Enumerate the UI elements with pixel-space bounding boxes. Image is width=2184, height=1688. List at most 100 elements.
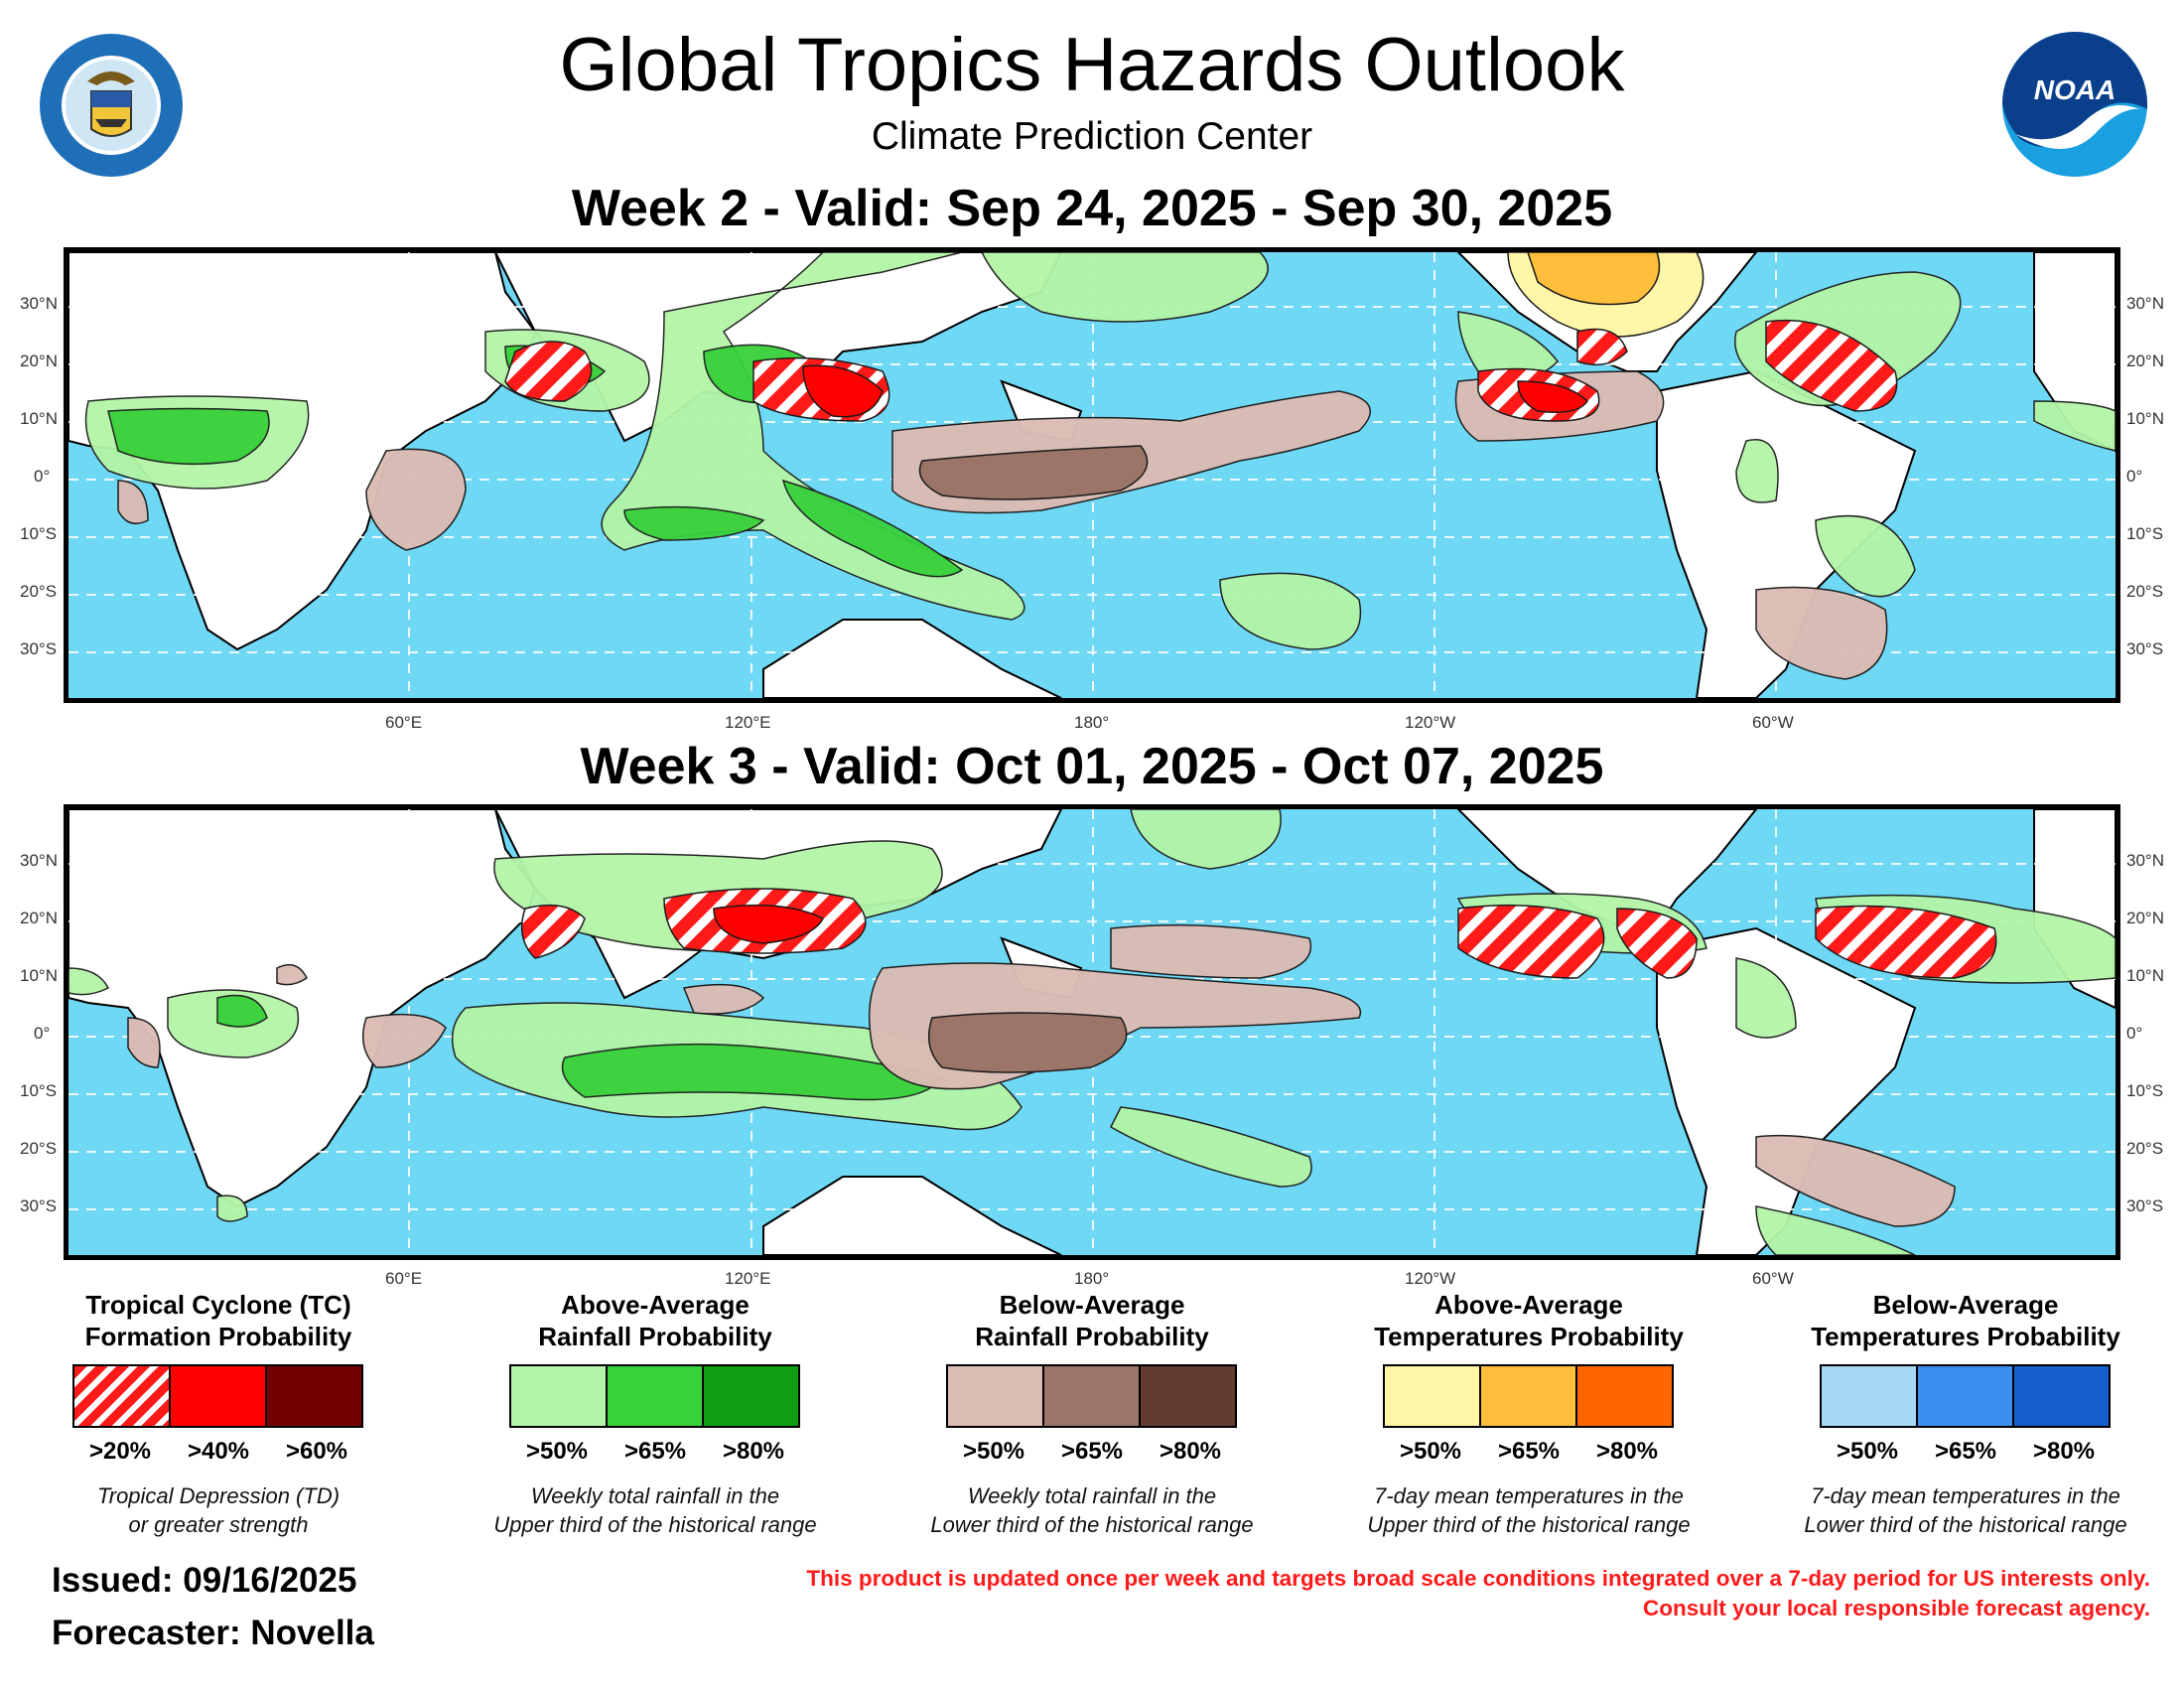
legend-note-line1: Tropical Depression (TD)	[96, 1483, 341, 1508]
legend-label: >20%	[88, 1438, 152, 1465]
legend-swatch	[701, 1364, 800, 1428]
legend-label: >80%	[2032, 1438, 2096, 1465]
legend-swatch	[168, 1364, 267, 1428]
legend-label: >80%	[1159, 1438, 1222, 1465]
legend-label: >50%	[525, 1438, 589, 1465]
disclaimer-line1: This product is updated once per week an…	[806, 1566, 2150, 1591]
legend-label: >65%	[623, 1438, 687, 1465]
w2-lat-label: 30°N	[2126, 294, 2164, 313]
legend-title-line2: Rainfall Probability	[975, 1322, 1209, 1351]
legend-label: >65%	[1497, 1438, 1561, 1465]
legend-swatch	[1574, 1364, 1674, 1428]
w3-lat-label: 10°S	[20, 1081, 58, 1100]
w3-lat-label: 0°	[34, 1024, 51, 1043]
legend-title-line2: Formation Probability	[84, 1322, 352, 1351]
legend-title-line2: Temperatures Probability	[1811, 1322, 2120, 1351]
legend-label: >50%	[1399, 1438, 1462, 1465]
legend-note-line1: Weekly total rainfall in the	[967, 1483, 1217, 1508]
legend-note-line2: Lower third of the historical range	[1804, 1512, 2127, 1537]
disclaimer: This product is updated once per week an…	[562, 1564, 2150, 1623]
week3-title: Week 3 - Valid: Oct 01, 2025 - Oct 07, 2…	[580, 738, 1604, 795]
w2-lat-label: 0°	[34, 467, 51, 486]
w2-lat-label: 20°N	[20, 352, 58, 370]
page-title: Global Tropics Hazards Outlook	[559, 23, 1625, 107]
legend-swatch	[945, 1364, 1044, 1428]
legend-swatch	[1915, 1364, 2014, 1428]
w2-lat-label: 20°S	[2126, 582, 2164, 601]
legend-title-line2: Rainfall Probability	[538, 1322, 772, 1351]
w3-lon-label: 120°W	[1405, 1269, 1456, 1288]
legend-title-line1: Above-Average	[561, 1290, 750, 1320]
w2-lat-label: 10°S	[2126, 524, 2164, 543]
w2-lat-label: 10°N	[20, 409, 58, 428]
legend-label: >50%	[1836, 1438, 1899, 1465]
legend-swatch-hatched	[71, 1364, 171, 1428]
w2-lat-label: 0°	[2126, 467, 2143, 486]
w3-lat-label: 20°N	[2126, 909, 2164, 927]
legend-swatch	[508, 1364, 608, 1428]
w2-lat-label: 30°N	[20, 294, 58, 313]
issued-date: Issued: 09/16/2025	[52, 1561, 357, 1600]
w3-lon-label: 120°E	[725, 1269, 771, 1288]
legend-swatch	[1819, 1364, 1918, 1428]
forecaster-name: Forecaster: Novella	[52, 1614, 374, 1652]
legend-label: >40%	[187, 1438, 250, 1465]
legend-label: >80%	[722, 1438, 785, 1465]
w2-lat-label: 20°N	[2126, 352, 2164, 370]
legend-swatch	[1138, 1364, 1237, 1428]
week2-title: Week 2 - Valid: Sep 24, 2025 - Sep 30, 2…	[571, 180, 1613, 237]
legend-label: >60%	[285, 1438, 348, 1465]
department-of-commerce-seal-icon	[38, 32, 185, 179]
legend-swatch	[1382, 1364, 1481, 1428]
legend-title-line1: Tropical Cyclone (TC)	[85, 1290, 351, 1320]
page-subtitle: Climate Prediction Center	[871, 115, 1313, 158]
week3-map	[64, 804, 2120, 1260]
w3-lat-label: 30°S	[2126, 1196, 2164, 1215]
legend-below-rainfall: Below-Average Rainfall Probability >50% …	[893, 1289, 1291, 1539]
legend-above-temperature: Above-Average Temperatures Probability >…	[1330, 1289, 1727, 1539]
w3-lat-label: 20°N	[20, 909, 58, 927]
legend-swatch	[605, 1364, 704, 1428]
week2-map	[64, 247, 2120, 703]
w2-lat-label: 30°S	[20, 639, 58, 658]
w3-lat-label: 10°S	[2126, 1081, 2164, 1100]
legend-label: >50%	[962, 1438, 1025, 1465]
legend-swatch	[1041, 1364, 1141, 1428]
disclaimer-line2: Consult your local responsible forecast …	[1643, 1596, 2150, 1620]
w3-lat-label: 30°S	[20, 1196, 58, 1215]
w3-lat-label: 20°S	[20, 1139, 58, 1158]
w2-lon-label: 180°	[1074, 713, 1110, 732]
legend-note-line2: Upper third of the historical range	[493, 1512, 817, 1537]
legend-title-line1: Below-Average	[1872, 1290, 2059, 1320]
w3-lat-label: 20°S	[2126, 1139, 2164, 1158]
legend-label: >65%	[1934, 1438, 1997, 1465]
legend-swatch	[264, 1364, 363, 1428]
legend-tc-formation: Tropical Cyclone (TC) Formation Probabil…	[20, 1289, 417, 1539]
noaa-logo-icon: NOAA	[2000, 30, 2149, 179]
legend-title-line2: Temperatures Probability	[1374, 1322, 1684, 1351]
legend-note-line2: Lower third of the historical range	[930, 1512, 1254, 1537]
legend-label: >65%	[1060, 1438, 1124, 1465]
legend-note-line1: 7-day mean temperatures in the	[1811, 1483, 2120, 1508]
legend-note-line1: 7-day mean temperatures in the	[1374, 1483, 1684, 1508]
w3-lat-label: 10°N	[2126, 966, 2164, 985]
w2-lon-label: 60°W	[1752, 713, 1794, 732]
w2-lat-label: 20°S	[20, 582, 58, 601]
w3-lat-label: 30°N	[20, 851, 58, 870]
legend-label: >80%	[1595, 1438, 1659, 1465]
legend-swatch	[2011, 1364, 2111, 1428]
w3-lon-label: 60°E	[385, 1269, 423, 1288]
legend-title-line1: Below-Average	[999, 1290, 1185, 1320]
w3-lat-label: 10°N	[20, 966, 58, 985]
w2-lon-label: 120°E	[725, 713, 771, 732]
w3-lat-label: 30°N	[2126, 851, 2164, 870]
w2-lon-label: 60°E	[385, 713, 423, 732]
legend-title-line1: Above-Average	[1434, 1290, 1623, 1320]
w2-lat-label: 10°S	[20, 524, 58, 543]
legend-swatch	[1478, 1364, 1577, 1428]
w3-lat-label: 0°	[2126, 1024, 2143, 1043]
w2-lat-label: 30°S	[2126, 639, 2164, 658]
svg-text:NOAA: NOAA	[2034, 74, 2116, 105]
legend-below-temperature: Below-Average Temperatures Probability >…	[1767, 1289, 2164, 1539]
w3-lon-label: 180°	[1074, 1269, 1110, 1288]
